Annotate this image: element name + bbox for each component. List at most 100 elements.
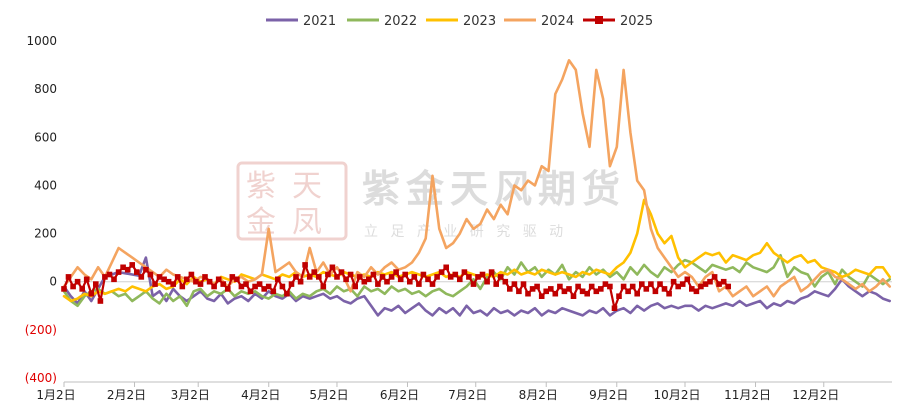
series-point-2025 xyxy=(238,283,245,290)
series-point-2025 xyxy=(225,286,231,292)
series-point-2025 xyxy=(434,274,440,280)
series-point-2025 xyxy=(575,283,581,290)
series-point-2025 xyxy=(325,271,331,278)
series-point-2025 xyxy=(184,276,190,283)
series-point-2025 xyxy=(247,288,254,295)
series-point-2025 xyxy=(366,276,372,283)
series-point-2025 xyxy=(211,283,217,290)
series-point-2025 xyxy=(488,269,495,275)
series-point-2025 xyxy=(261,286,267,292)
seal-char-4: 凤 xyxy=(292,205,322,240)
series-point-2025 xyxy=(457,276,463,283)
series-point-2025 xyxy=(566,286,572,292)
legend-label: 2021 xyxy=(303,14,336,29)
series-point-2025 xyxy=(548,286,554,292)
series-line-2021 xyxy=(62,256,892,317)
series-layer xyxy=(61,58,892,317)
series-2024 xyxy=(62,58,892,298)
series-point-2025 xyxy=(670,278,677,285)
x-tick-label: 4月2日 xyxy=(241,388,280,402)
brand-name: 紫金天风期货 xyxy=(362,167,626,211)
x-tick-label: 1月2日 xyxy=(36,388,75,402)
series-point-2025 xyxy=(420,271,427,278)
series-point-2025 xyxy=(711,274,718,280)
series-point-2025 xyxy=(625,288,631,295)
x-tick-label: 5月2日 xyxy=(309,388,348,402)
series-point-2025 xyxy=(552,290,559,297)
series-point-2025 xyxy=(538,293,545,299)
seal-logo: 紫 天 金 凤 xyxy=(236,161,348,241)
series-point-2025 xyxy=(375,281,381,287)
series-point-2025 xyxy=(534,283,540,290)
series-point-2025 xyxy=(288,281,295,287)
legend-item-2021: 2021 xyxy=(266,14,336,29)
series-point-2025 xyxy=(607,283,613,290)
series-point-2025 xyxy=(593,288,600,295)
series-point-2025 xyxy=(507,286,513,292)
series-point-2025 xyxy=(648,281,654,287)
series-point-2025 xyxy=(666,290,672,297)
series-point-2025 xyxy=(634,290,640,297)
series-point-2025 xyxy=(120,264,126,271)
series-point-2025 xyxy=(115,269,122,275)
legend-marker xyxy=(595,16,603,24)
y-tick-label: 600 xyxy=(34,130,57,144)
series-point-2025 xyxy=(616,293,622,299)
series-point-2025 xyxy=(525,290,531,297)
series-point-2025 xyxy=(707,278,713,285)
series-point-2025 xyxy=(124,266,131,273)
series-point-2025 xyxy=(256,281,263,287)
y-tick-label: 400 xyxy=(34,178,57,192)
series-point-2025 xyxy=(689,286,695,292)
series-line-2022 xyxy=(62,253,892,308)
y-tick-label: 1000 xyxy=(26,34,57,48)
legend-item-2025: 2025 xyxy=(583,14,653,29)
series-point-2025 xyxy=(393,269,399,275)
series-point-2025 xyxy=(215,276,222,283)
series-point-2025 xyxy=(416,281,422,287)
series-point-2025 xyxy=(598,286,604,292)
series-point-2025 xyxy=(411,274,418,280)
watermark: 紫 天 金 凤 紫金天风期货 立 足 产 业 研 究 驱 动 xyxy=(236,161,626,241)
series-point-2025 xyxy=(397,276,404,283)
x-tick-label: 8月2日 xyxy=(519,388,558,402)
series-point-2025 xyxy=(88,290,95,297)
series-point-2025 xyxy=(479,271,486,278)
x-tick-label: 11月2日 xyxy=(724,388,771,402)
series-point-2025 xyxy=(275,276,281,283)
series-point-2025 xyxy=(138,274,145,280)
series-point-2025 xyxy=(134,269,140,275)
series-point-2025 xyxy=(497,274,504,280)
series-point-2025 xyxy=(161,276,167,283)
series-point-2025 xyxy=(202,274,208,280)
series-point-2025 xyxy=(143,266,149,273)
seal-char-2: 天 xyxy=(292,169,322,204)
series-point-2025 xyxy=(347,271,354,278)
series-point-2025 xyxy=(79,286,85,292)
legend-item-2022: 2022 xyxy=(347,14,417,29)
series-point-2025 xyxy=(602,281,609,287)
legend-item-2023: 2023 xyxy=(426,14,496,29)
series-point-2025 xyxy=(388,274,395,280)
series-point-2025 xyxy=(425,276,431,283)
series-point-2025 xyxy=(156,274,163,280)
series-point-2025 xyxy=(407,278,413,285)
series-point-2025 xyxy=(311,269,317,275)
series-point-2025 xyxy=(165,278,172,285)
legend-label: 2023 xyxy=(463,14,496,29)
series-point-2025 xyxy=(584,290,590,297)
series-point-2025 xyxy=(111,276,117,283)
series-point-2025 xyxy=(352,283,358,290)
series-point-2025 xyxy=(343,276,349,283)
x-tick-label: 2月2日 xyxy=(107,388,146,402)
series-point-2025 xyxy=(502,278,509,285)
series-point-2025 xyxy=(334,274,340,280)
series-point-2025 xyxy=(675,283,681,290)
series-point-2025 xyxy=(620,283,627,290)
y-tick-label: 0 xyxy=(49,275,57,289)
series-point-2025 xyxy=(97,298,104,304)
seal-char-1: 紫 xyxy=(246,169,276,204)
series-point-2025 xyxy=(402,271,408,278)
series-point-2025 xyxy=(270,288,277,295)
